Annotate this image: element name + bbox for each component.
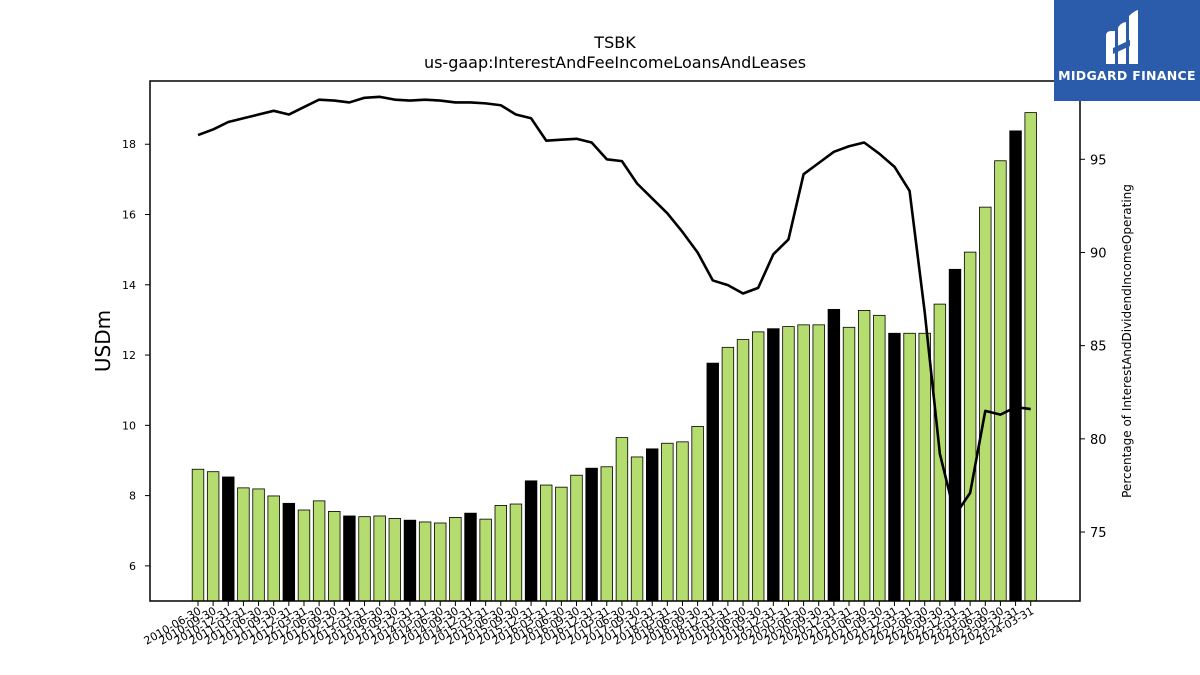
bar-2014-09-30 — [449, 516, 462, 602]
bar-2012-12-31 — [343, 515, 356, 602]
bar-2010-09-30 — [206, 471, 220, 602]
bars-group — [191, 112, 1037, 602]
bar-2017-09-30 — [630, 456, 644, 602]
bar-2024-03-31 — [1024, 112, 1037, 602]
bar-2018-09-30 — [691, 425, 704, 602]
bar-2012-09-30 — [328, 511, 341, 602]
bar-2016-03-31 — [540, 484, 553, 602]
bar-2012-06-30 — [312, 500, 326, 602]
bar-2019-06-30 — [736, 339, 750, 602]
y2-tick-label: 95 — [1090, 153, 1107, 168]
bar-2023-12-31 — [1009, 130, 1022, 602]
bar-2023-03-31 — [963, 251, 977, 602]
bar-2010-12-31 — [222, 476, 235, 602]
bar-2019-12-31 — [767, 328, 780, 602]
bar-2011-06-30 — [252, 488, 265, 602]
y-tick-label: 10 — [122, 419, 136, 432]
bar-2020-12-31 — [827, 308, 841, 602]
bar-2016-12-31 — [585, 467, 598, 602]
line-group — [197, 95, 1031, 517]
bar-2018-06-30 — [676, 441, 689, 602]
left-axis-ticks: 6 8 10 12 14 16 18 — [122, 138, 150, 573]
y-tick-label: 6 — [129, 560, 136, 573]
y2-tick-label: 90 — [1090, 246, 1107, 261]
chart-subtitle: us-gaap:InterestAndFeeIncomeLoansAndLeas… — [424, 53, 806, 72]
bar-2020-09-30 — [812, 324, 825, 602]
bar-2016-09-30 — [570, 474, 583, 602]
bar-2010-06-30 — [191, 468, 205, 602]
chart-title: TSBK — [593, 33, 636, 52]
bar-2023-06-30 — [979, 206, 992, 602]
bar-2014-03-31 — [418, 521, 432, 602]
bar-2017-03-31 — [600, 466, 613, 602]
bar-2017-12-31 — [646, 448, 659, 602]
logo-mark-icon — [1106, 10, 1138, 64]
y-tick-label: 12 — [122, 349, 136, 362]
bar-2013-03-31 — [358, 516, 371, 602]
bar-2019-03-31 — [721, 346, 735, 602]
y-axis-label: USDm — [91, 310, 115, 372]
y-tick-label: 14 — [122, 279, 136, 292]
bar-2018-03-31 — [661, 442, 674, 602]
bar-2018-12-31 — [706, 362, 719, 602]
bar-2011-12-31 — [282, 502, 296, 602]
y2-tick-label: 75 — [1090, 526, 1107, 541]
y2-tick-label: 85 — [1090, 340, 1107, 355]
bar-2015-09-30 — [509, 503, 523, 602]
bar-2011-09-30 — [267, 495, 280, 602]
x-axis-ticks: 2010-06-302010-09-302010-12-312011-03-31… — [142, 601, 1036, 648]
bar-2015-06-30 — [494, 505, 508, 602]
plot-frame — [149, 80, 1081, 602]
bar-2023-09-30 — [994, 160, 1007, 602]
bar-2022-03-31 — [903, 332, 916, 602]
bar-2016-06-30 — [555, 486, 568, 602]
bar-2021-03-31 — [842, 326, 856, 602]
bar-2017-06-30 — [615, 437, 629, 602]
y-tick-label: 18 — [122, 138, 136, 151]
bar-2021-06-30 — [857, 310, 871, 602]
bar-2013-12-31 — [403, 519, 417, 602]
y2-axis-label: Percentage of InterestAndDividendIncomeO… — [1120, 184, 1134, 498]
right-axis-ticks: 75 80 85 90 95 — [1080, 153, 1107, 541]
bar-2020-06-30 — [797, 324, 810, 602]
logo-text: MIDGARD FINANCE — [1058, 68, 1196, 83]
bar-2019-09-30 — [751, 331, 765, 602]
bar-2015-12-31 — [524, 480, 538, 602]
y-tick-label: 16 — [122, 209, 136, 222]
line-series — [197, 95, 1031, 517]
bar-2015-03-31 — [479, 518, 492, 602]
brand-logo: MIDGARD FINANCE — [1054, 0, 1200, 101]
bar-2014-12-31 — [464, 512, 477, 602]
bar-2014-06-30 — [434, 522, 447, 602]
bar-2012-03-31 — [297, 509, 311, 602]
bar-2020-03-31 — [782, 326, 795, 602]
y2-tick-label: 80 — [1090, 433, 1107, 448]
y-tick-label: 8 — [129, 490, 136, 503]
bar-2021-09-30 — [873, 314, 886, 602]
bar-2011-03-31 — [237, 487, 250, 602]
bar-2013-06-30 — [373, 515, 386, 602]
bar-2021-12-31 — [888, 332, 901, 602]
bar-2022-06-30 — [918, 332, 931, 602]
bar-2022-12-31 — [948, 268, 962, 602]
bar-2013-09-30 — [388, 518, 402, 602]
